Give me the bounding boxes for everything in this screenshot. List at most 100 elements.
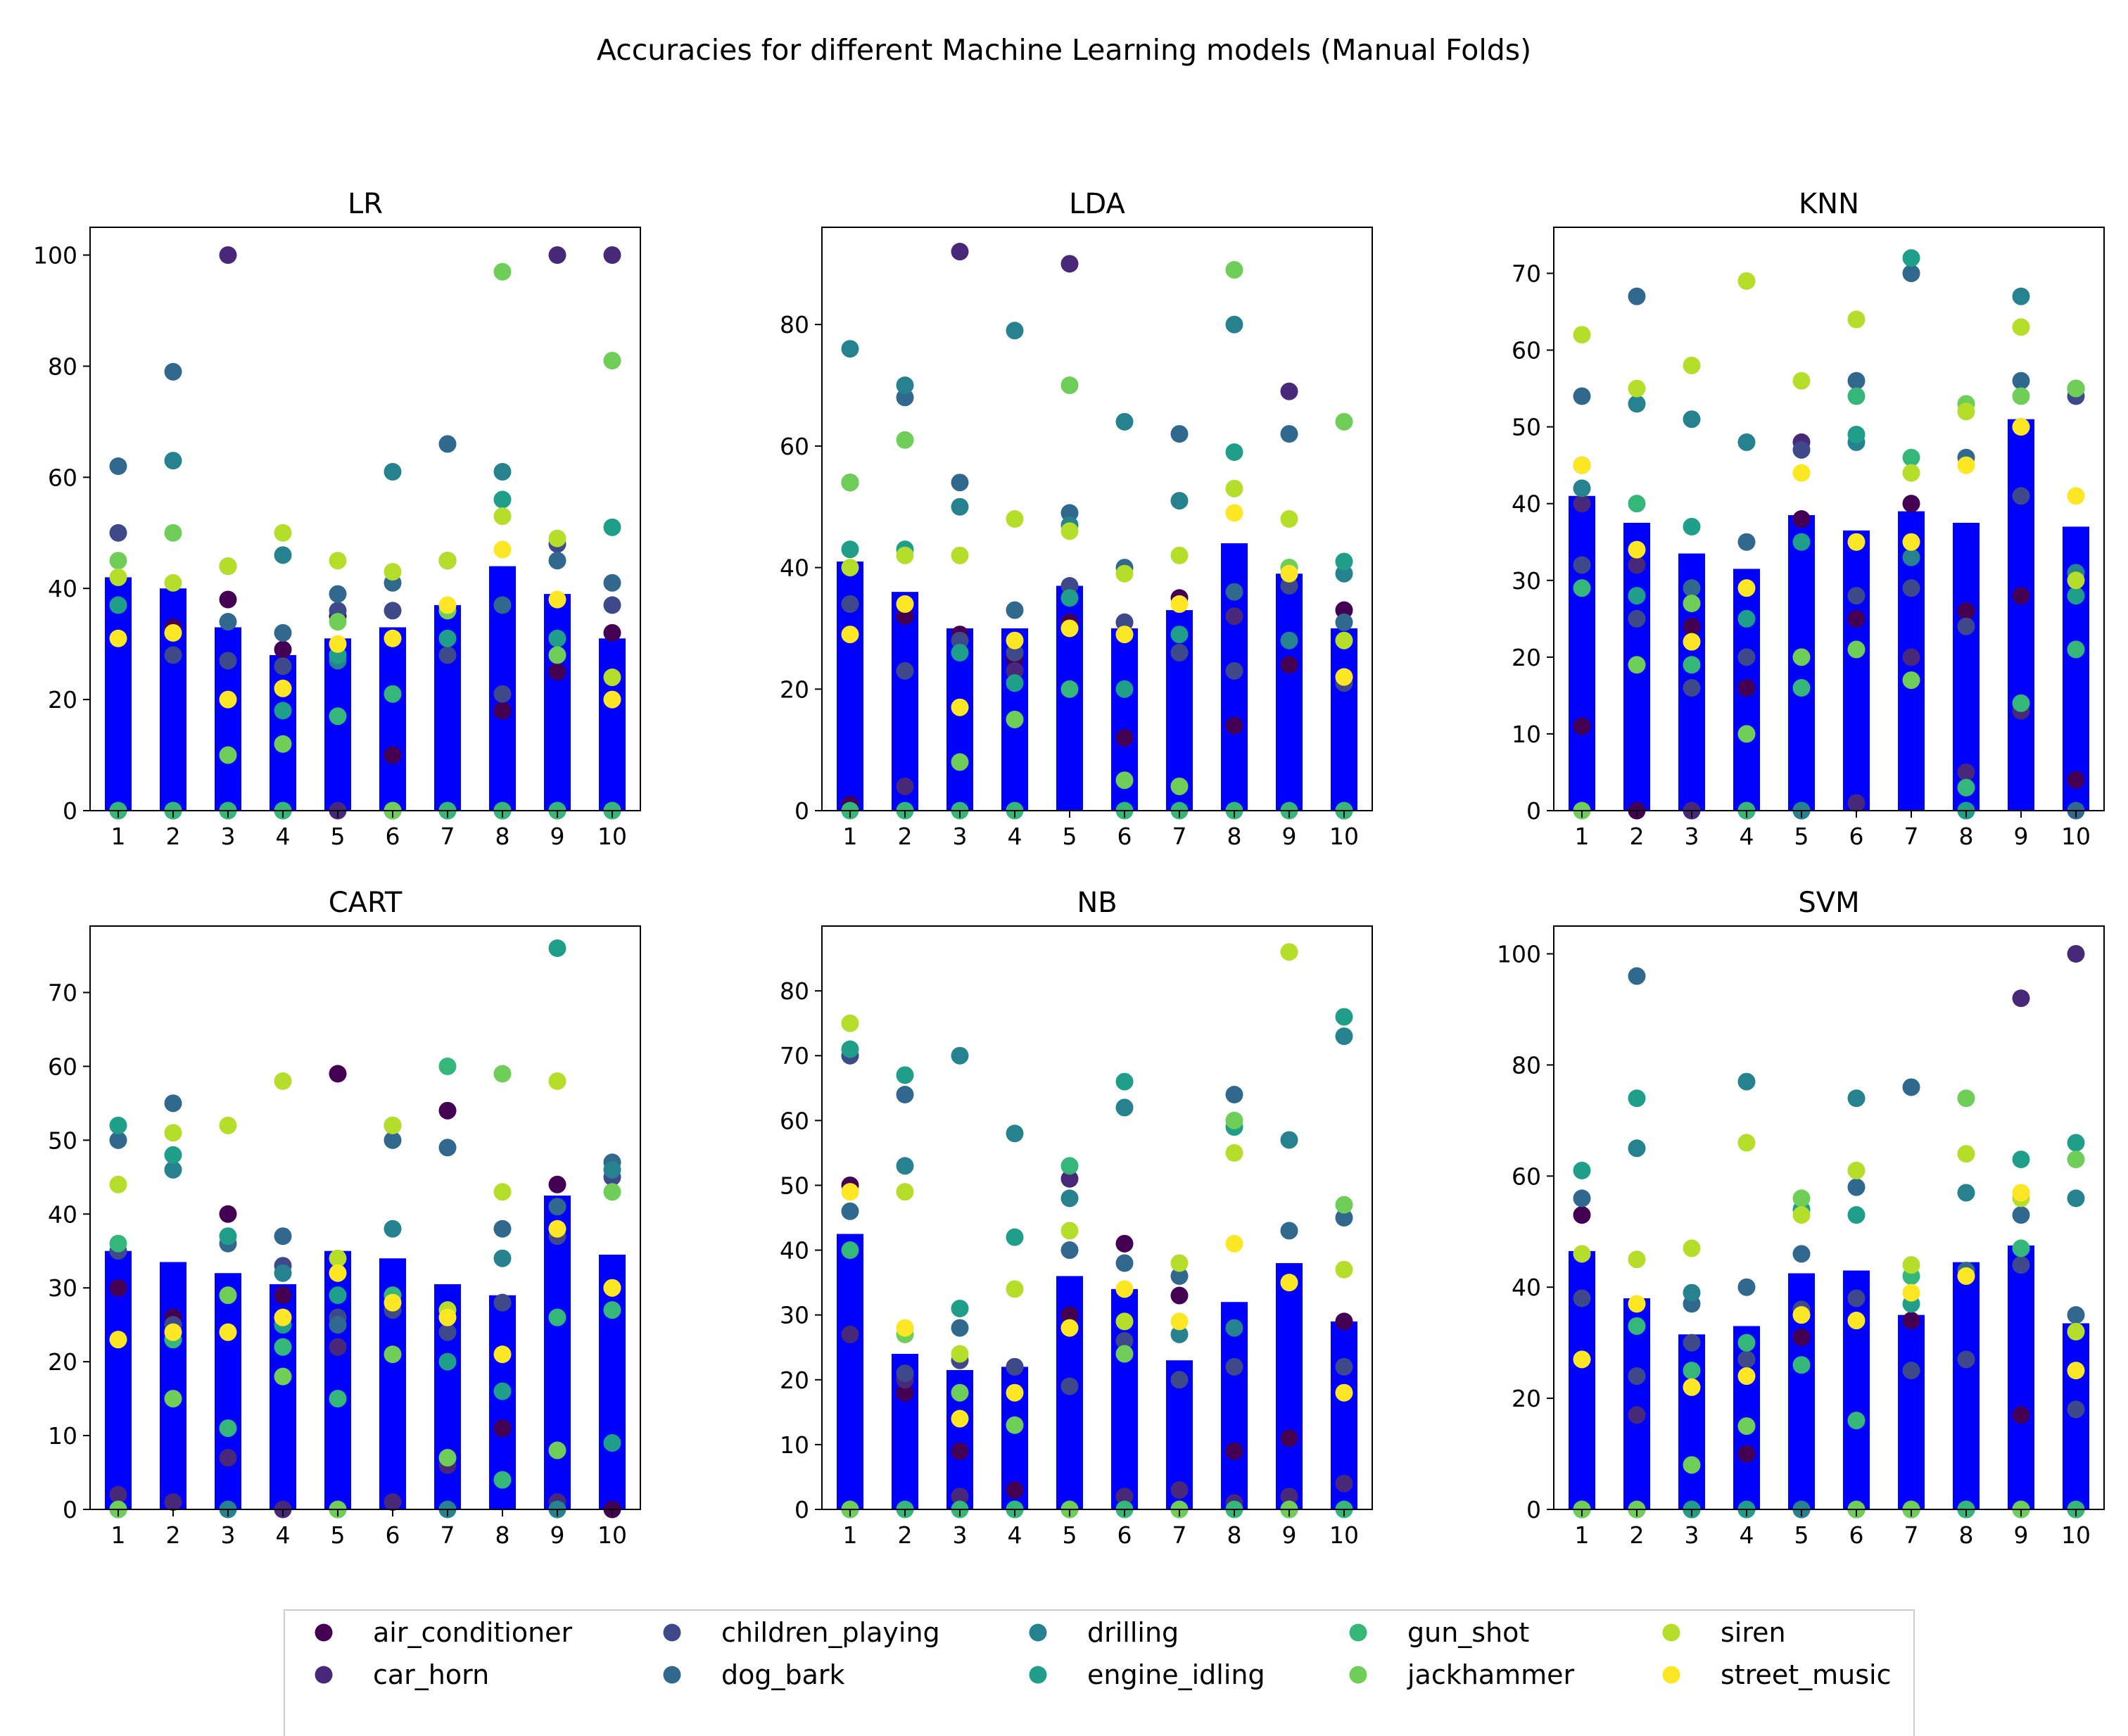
point-street_music-fold-6: [1847, 533, 1866, 551]
subplot-title: NB: [1077, 887, 1117, 919]
point-street_music-fold-5: [1792, 1306, 1811, 1324]
x-tick-label: 10: [1329, 823, 1359, 850]
point-engine_idling-fold-3: [951, 643, 969, 661]
point-street_music-fold-9: [1280, 564, 1298, 583]
point-air_conditioner-fold-4: [274, 640, 292, 659]
axes-frame: [1553, 227, 2105, 811]
point-dog_bark-fold-9: [548, 1198, 566, 1216]
y-tick-label: 30: [780, 1302, 809, 1329]
point-siren-fold-4: [1006, 1280, 1024, 1298]
x-tick-label: 4: [276, 1521, 291, 1549]
point-drilling-fold-3: [1683, 1284, 1701, 1302]
point-air_conditioner-fold-5: [1792, 510, 1811, 528]
x-tick-label: 7: [1904, 1521, 1919, 1549]
point-dog_bark-fold-10: [603, 574, 621, 592]
point-children_playing-fold-2: [896, 661, 914, 680]
point-air_conditioner-fold-9: [548, 1175, 566, 1193]
point-street_music-fold-7: [438, 1308, 457, 1326]
x-tick-label: 9: [1282, 823, 1297, 850]
point-siren-fold-8: [1957, 403, 1975, 421]
point-engine_idling-fold-9: [548, 939, 566, 957]
point-drilling-fold-10: [2067, 1189, 2085, 1208]
point-jackhammer-fold-3: [219, 746, 237, 764]
bar-svm-fold-8: [1953, 1262, 1980, 1509]
point-jackhammer-fold-5: [329, 613, 347, 631]
point-drilling-fold-4: [1737, 1072, 1756, 1091]
point-jackhammer-fold-6: [384, 1345, 402, 1364]
point-jackhammer-fold-2: [1628, 656, 1646, 674]
point-drilling-fold-2: [1628, 395, 1646, 413]
point-gun_shot-fold-2: [1628, 495, 1646, 513]
legend-label-air_conditioner: air_conditioner: [373, 1617, 573, 1648]
point-car_horn-fold-2: [896, 777, 914, 795]
point-engine_idling-fold-6: [1847, 1206, 1866, 1224]
point-engine_idling-fold-2: [1628, 587, 1646, 605]
point-siren-fold-1: [109, 1175, 127, 1193]
point-dog_bark-fold-10: [2067, 1306, 2085, 1324]
point-air_conditioner-fold-6: [1115, 1234, 1134, 1253]
x-tick-label: 10: [2061, 1521, 2091, 1549]
point-gun_shot-fold-1: [109, 1234, 127, 1253]
point-children_playing-fold-4: [274, 657, 292, 676]
point-drilling-fold-2: [164, 452, 182, 470]
point-engine_idling-fold-10: [2067, 1134, 2085, 1152]
point-engine_idling-fold-3: [1683, 517, 1701, 536]
point-car_horn-fold-2: [1628, 556, 1646, 574]
point-dog_bark-fold-3: [1683, 579, 1701, 597]
point-street_music-fold-3: [219, 690, 237, 709]
y-tick-label: 40: [48, 1200, 77, 1228]
point-jackhammer-fold-6: [1115, 771, 1134, 790]
point-dog_bark-fold-8: [493, 1219, 512, 1238]
point-jackhammer-fold-4: [274, 1367, 292, 1386]
x-tick-label: 3: [221, 1521, 236, 1549]
y-tick-label: 30: [1512, 567, 1541, 595]
point-jackhammer-fold-9: [548, 1441, 566, 1459]
point-jackhammer-fold-5: [1792, 1189, 1811, 1208]
point-street_music-fold-4: [1006, 1383, 1024, 1402]
point-jackhammer-fold-8: [1225, 260, 1243, 279]
point-siren-fold-1: [1573, 326, 1591, 344]
point-drilling-fold-4: [1006, 1124, 1024, 1143]
bar-lr-fold-4: [270, 654, 296, 811]
point-siren-fold-1: [841, 1014, 859, 1032]
subplot-cart: CART 1 2 3 4 5 6 7 8 9 10 0 10 20 30 40 50 60 70: [48, 887, 641, 1549]
point-car_horn-fold-6: [1115, 1488, 1134, 1506]
point-street_music-fold-6: [1115, 1280, 1134, 1298]
point-drilling-fold-6: [384, 1219, 402, 1238]
point-children_playing-fold-9: [1280, 576, 1298, 595]
point-gun_shot-fold-8: [1957, 778, 1975, 797]
x-tick-label: 6: [1849, 823, 1864, 850]
y-tick-label: 80: [780, 311, 809, 338]
point-air_conditioner-fold-3: [951, 1442, 969, 1460]
point-engine_idling-fold-7: [438, 1352, 457, 1371]
subplot-title: LR: [348, 188, 383, 220]
point-siren-fold-8: [1225, 1143, 1243, 1162]
point-street_music-fold-10: [603, 690, 621, 709]
y-tick-label: 60: [48, 1053, 77, 1080]
point-engine_idling-fold-4: [1006, 1228, 1024, 1246]
x-tick-label: 4: [1008, 1521, 1022, 1549]
point-drilling-fold-4: [1006, 322, 1024, 340]
point-siren-fold-4: [274, 524, 292, 542]
point-air_conditioner-fold-3: [1683, 617, 1701, 635]
legend-marker-gun_shot: [1349, 1623, 1367, 1642]
point-gun_shot-fold-5: [1792, 678, 1811, 697]
point-engine_idling-fold-8: [493, 490, 512, 509]
point-drilling-fold-9: [1280, 631, 1298, 650]
bar-knn-fold-9: [2008, 419, 2034, 811]
point-engine_idling-fold-5: [1060, 589, 1079, 607]
point-air_conditioner-fold-1: [1573, 717, 1591, 735]
point-engine_idling-fold-7: [438, 629, 457, 647]
y-tick-label: 70: [1512, 260, 1541, 287]
point-children_playing-fold-9: [2012, 487, 2030, 505]
point-drilling-fold-2: [896, 1157, 914, 1175]
point-street_music-fold-8: [1957, 456, 1975, 474]
x-tick-label: 9: [550, 823, 565, 850]
y-tick-label: 100: [1497, 940, 1541, 968]
point-street_music-fold-2: [164, 1323, 182, 1341]
x-tick-label: 1: [1575, 823, 1590, 850]
point-street_music-fold-4: [1737, 1367, 1756, 1386]
point-air_conditioner-fold-8: [493, 1419, 512, 1438]
point-jackhammer-fold-8: [493, 1065, 512, 1083]
point-siren-fold-4: [1737, 1134, 1756, 1152]
